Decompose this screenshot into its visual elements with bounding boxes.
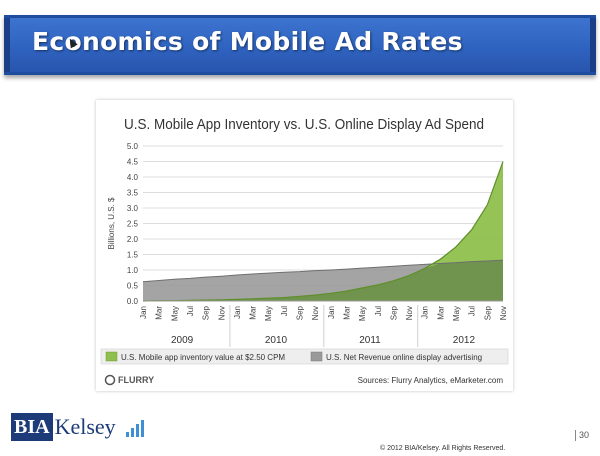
x-tick-label: Mar [155,306,164,320]
chart-source: Sources: Flurry Analytics, eMarketer.com [358,376,504,385]
x-tick-label: Mar [436,306,445,320]
y-tick-label: 1.0 [127,266,139,275]
copyright-notice: © 2012 BIA/Kelsey. All Rights Reserved. [380,445,506,452]
x-tick-label: May [452,306,461,321]
title-bar-left-edge [4,18,10,72]
legend-swatch-mobile [105,351,118,362]
y-tick-label: 0.0 [127,297,139,306]
line-mobile-inventory [142,161,504,302]
line-online-display [142,259,504,283]
chart-panel: U.S. Mobile App Inventory vs. U.S. Onlin… [96,100,513,391]
year-label: 2009 [171,335,194,346]
year-label: 2012 [453,335,476,346]
year-label: 2011 [359,335,381,346]
y-tick-label: 3.0 [127,204,139,213]
logo-kelsey-text: Kelsey [54,414,116,439]
chart: U.S. Mobile App Inventory vs. U.S. Onlin… [100,116,509,386]
x-tick-label: Sep [202,305,211,320]
signal-bars-icon [125,417,146,437]
title-bar-right-edge [590,18,596,72]
year-label: 2010 [265,335,288,346]
x-tick-label: May [264,306,273,321]
x-tick-label: Jul [280,306,289,316]
x-tick-label: Jan [421,306,430,319]
bia-kelsey-logo: BIA Kelsey [11,412,146,442]
x-tick-label: Jul [186,306,195,316]
logo-bia-text: BIA [11,413,53,441]
area-overlap [143,260,503,301]
legend-label-mobile: U.S. Mobile app inventory value at $2.50… [121,353,285,362]
y-tick-label: 3.5 [127,189,139,198]
y-tick-label: 0.5 [127,282,139,291]
y-tick-label: 5.0 [127,142,139,151]
x-tick-label: Mar [343,306,352,320]
y-tick-label: 4.0 [127,173,139,182]
x-tick-label: Mar [249,306,258,320]
legend-label-online: U.S. Net Revenue online display advertis… [326,353,482,362]
x-tick-label: May [170,306,179,321]
x-tick-label: Jan [139,306,148,319]
y-tick-label: 2.0 [127,235,139,244]
chart-title: U.S. Mobile App Inventory vs. U.S. Onlin… [124,116,484,133]
legend-box [100,348,509,365]
flurry-logo-icon [104,374,116,386]
slide-title: Economics of Mobile Ad Rates [32,27,463,56]
x-tick-label: Nov [499,306,508,320]
y-tick-label: 1.5 [127,251,139,260]
flurry-brand: FLURRY [118,375,154,385]
x-tick-label: Nov [405,306,414,320]
page-number: 30 [575,430,589,441]
title-bar: Economics of Mobile Ad Rates [4,15,596,75]
y-axis-label: Billions, U.S. $ [107,197,116,250]
x-tick-label: Sep [483,305,492,320]
legend-swatch-online [310,351,323,362]
x-tick-label: Jan [233,306,242,319]
y-tick-label: 4.5 [127,158,139,167]
x-tick-label: Sep [389,305,398,320]
x-tick-label: Jul [468,306,477,316]
x-tick-label: Nov [311,306,320,320]
x-tick-label: Sep [296,305,305,320]
x-tick-label: Jul [374,306,383,316]
y-tick-label: 2.5 [127,220,139,229]
x-tick-label: May [358,306,367,321]
x-tick-label: Jan [327,306,336,319]
x-tick-label: Nov [217,306,226,320]
